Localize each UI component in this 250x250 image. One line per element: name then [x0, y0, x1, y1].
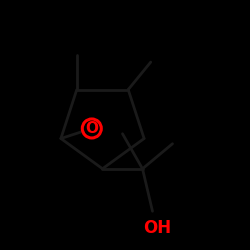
Text: OH: OH: [144, 219, 172, 237]
Text: O: O: [85, 121, 98, 136]
